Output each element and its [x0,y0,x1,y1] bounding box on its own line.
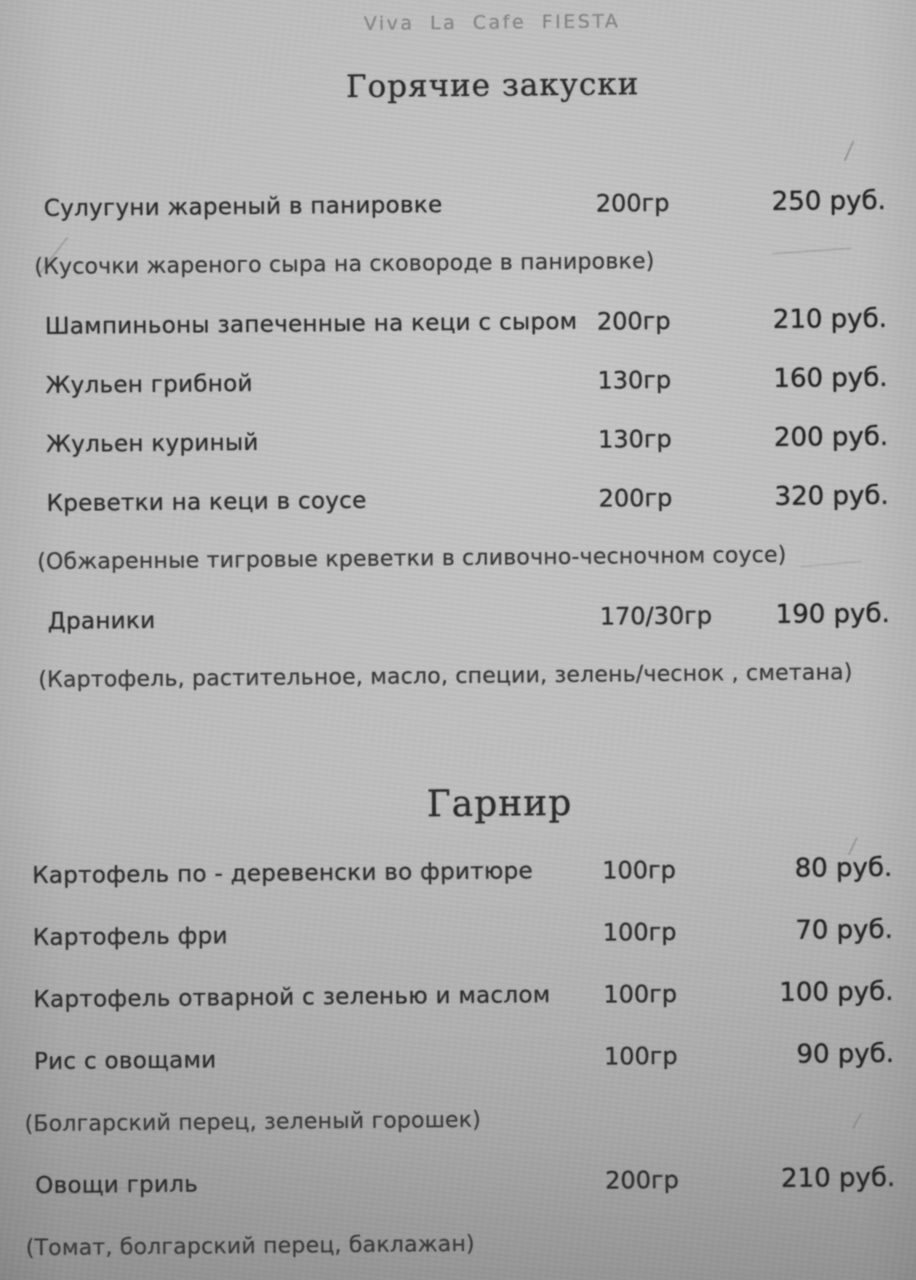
section-title: Горячие закуски [345,66,640,106]
menu-item-row: Жульен грибной 130гр 160 руб. [0,348,914,416]
item-weight: 200гр [596,306,671,336]
item-price: 190 руб. [775,598,890,630]
item-weight: 130гр [597,424,672,454]
item-weight: 200гр [595,188,670,218]
menu-item-row: Картофель фри 100гр 70 руб. [3,899,916,970]
item-name: Драники [47,607,156,635]
item-name: Рис с овощами [33,1047,217,1076]
item-price: 320 руб. [774,480,889,512]
item-name: Креветки на кеци в соусе [46,487,367,517]
item-name: Картофель отварной с зеленью и маслом [33,982,551,1014]
menu-item-row: Жульен куриный 130гр 200 руб. [0,407,914,475]
menu-item-row: Сулугуни жареный в панировке 200гр 250 р… [0,171,912,239]
menu-item-row: Картофель по - деревенски во фритюре 100… [2,837,916,908]
item-description: (Кусочки жареного сыра на сковороде в па… [34,249,655,281]
item-weight: 200гр [598,483,673,513]
item-description: (Обжаренные тигровые креветки в сливочно… [37,542,787,576]
item-description: (Картофель, растительное, масло, специи,… [38,660,853,694]
cafe-brand-title: Viva La Cafe FIESTA [363,10,621,35]
item-description-row: (Обжаренные тигровые креветки в сливочно… [0,525,915,593]
item-name: Картофель фри [32,923,228,952]
item-description: (Томат, болгарский перец, баклажан) [25,1231,475,1261]
menu-item-row: Овощи гриль 200гр 210 руб. [5,1147,916,1218]
menu-item-row: Креветки на кеци в соусе 200гр 320 руб. [0,466,915,534]
menu-item-row: Шампиньоны запеченные на кеци с сыром 20… [0,289,913,357]
item-name: Овощи гриль [35,1171,199,1200]
menu-item-row: Драники 170/30гр 190 руб. [0,584,916,652]
item-description: (Болгарский перец, зеленый горошек) [24,1107,482,1137]
section-title: Гарнир [426,782,573,826]
item-price: 250 руб. [771,185,886,217]
item-price: 210 руб. [780,1162,896,1194]
item-name: Жульен куриный [45,429,259,458]
item-price: 100 руб. [779,976,894,1008]
item-weight: 130гр [597,365,672,395]
item-description-row: (Болгарский перец, зеленый горошек) [4,1085,916,1156]
menu-item-row: Картофель отварной с зеленью и маслом 10… [3,961,916,1032]
item-price: 70 руб. [795,914,893,946]
item-weight: 200гр [605,1165,679,1195]
item-description-row: (Томат, болгарский перец, баклажан) [6,1209,916,1280]
item-weight: 100гр [602,855,677,885]
section-hot-appetizers: Горячие закуски Сулугуни жареный в панир… [0,60,916,711]
item-price: 200 руб. [773,421,889,453]
item-price: 210 руб. [772,303,888,335]
item-name: Сулугуни жареный в панировке [43,191,443,222]
item-name: Жульен грибной [45,370,253,399]
item-price: 80 руб. [794,852,893,884]
section-side-dishes: Гарнир Картофель по - деревенски во фрит… [1,777,916,1280]
menu-item-row: Рис с овощами 100гр 90 руб. [4,1023,916,1094]
item-name: Шампиньоны запеченные на кеци с сыром [44,308,578,340]
item-price: 90 руб. [796,1038,895,1070]
item-name: Картофель по - деревенски во фритюре [32,858,534,890]
item-description-row: (Кусочки жареного сыра на сковороде в па… [0,230,913,298]
item-weight: 100гр [602,917,677,947]
item-description-row: (Картофель, растительное, масло, специи,… [0,643,916,711]
item-price: 160 руб. [773,362,888,394]
item-weight: 170/30гр [599,601,713,631]
item-weight: 100гр [603,979,678,1009]
item-weight: 100гр [603,1041,678,1071]
